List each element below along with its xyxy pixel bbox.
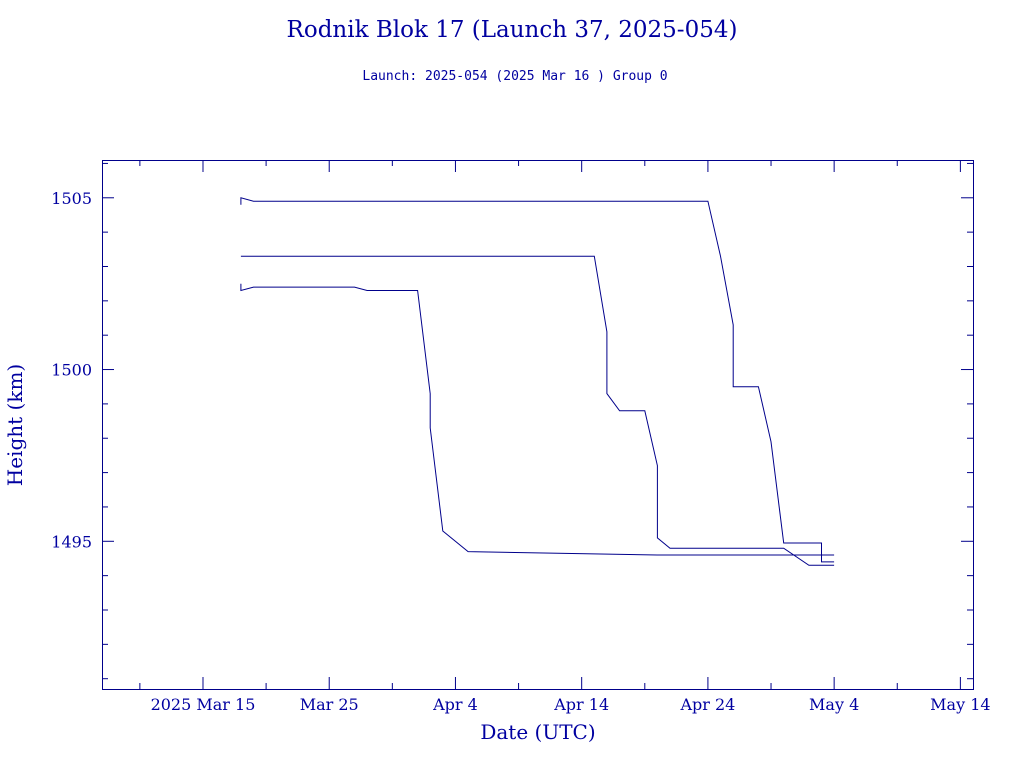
y-tick-label: 1495 [51,532,92,551]
x-tick-label: Apr 4 [432,695,478,714]
y-axis-ticks: 1495 1500 1505 [51,162,973,680]
y-tick-label: 1500 [51,361,92,380]
x-tick-label: Mar 25 [300,695,359,714]
x-tick-label: May 4 [809,695,859,714]
x-axis-label: Date (UTC) [480,720,595,744]
series-line-2 [240,255,835,566]
x-tick-label: 2025 Mar 15 [151,695,256,714]
plot-frame [102,160,974,690]
chart-title: Rodnik Blok 17 (Launch 37, 2025-054) [287,17,738,43]
y-axis-label: Height (km) [3,364,27,486]
x-tick-label: Apr 24 [679,695,735,714]
x-tick-label: Apr 14 [553,695,609,714]
x-tick-label: May 14 [930,695,990,714]
y-tick-label: 1505 [51,189,92,208]
chart-subtitle: Launch: 2025-054 (2025 Mar 16 ) Group 0 [362,69,667,84]
x-axis-ticks: 2025 Mar 15 Mar 25 Apr 4 Apr 14 Apr 24 May 4 M… [139,160,991,714]
series-line-3 [240,283,835,556]
series-line-1 [240,197,835,563]
series-layer [240,197,835,566]
